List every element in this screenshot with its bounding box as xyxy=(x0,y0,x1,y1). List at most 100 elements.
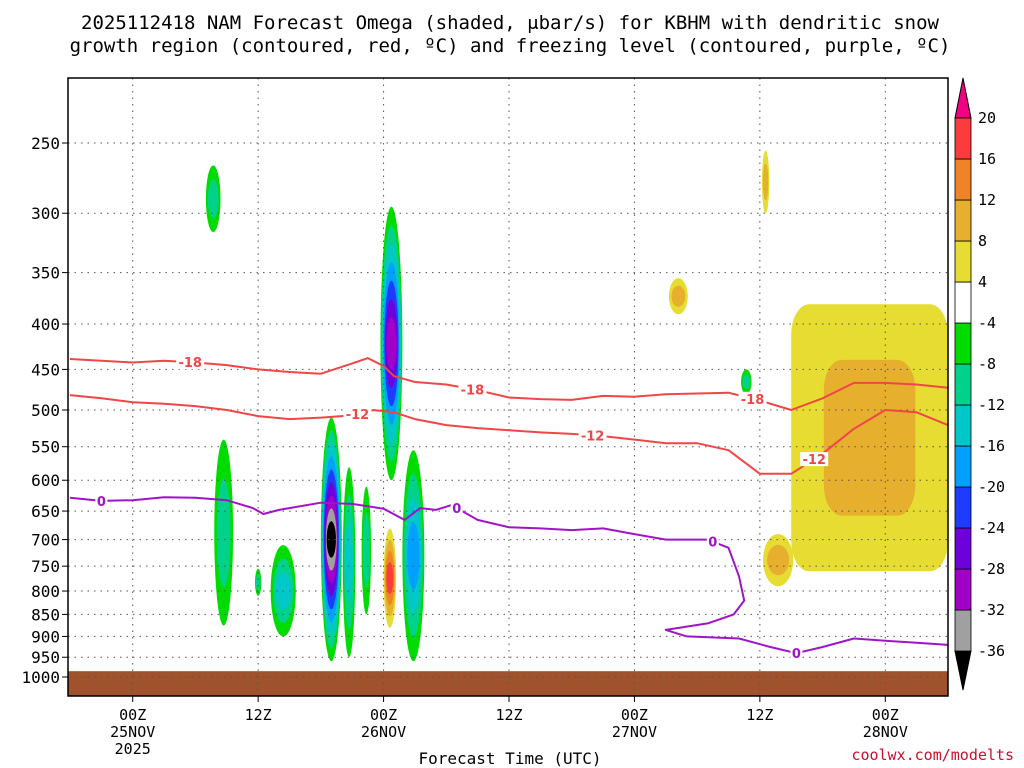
x-tick-date: 25NOV xyxy=(110,723,155,741)
contour-label-bg xyxy=(800,452,829,467)
contour-label: 0 xyxy=(97,495,106,510)
omega-fill xyxy=(407,522,420,590)
colorbar-tick-label: -16 xyxy=(978,437,1005,455)
colorbar-high-arrow xyxy=(954,77,972,119)
chart-title-line1: 2025112418 NAM Forecast Omega (shaded, μ… xyxy=(81,12,939,34)
omega-fill xyxy=(386,562,394,594)
omega-region xyxy=(320,417,342,662)
colorbar-tick-label: 16 xyxy=(978,150,996,168)
omega-fill xyxy=(207,179,219,219)
contour--12 xyxy=(69,394,948,475)
credit-text: coolwx.com/modelts xyxy=(851,746,1014,764)
colorbar-tick-label: -36 xyxy=(978,642,1005,660)
chart-title-line2: growth region (contoured, red, ºC) and f… xyxy=(70,35,951,57)
colorbar: -36 -32 -28 -24 -20 -16 -12 -8 -4 4 8 12 16 20 xyxy=(954,77,1005,691)
omega-fill xyxy=(823,359,916,516)
colorbar-bin xyxy=(954,363,972,406)
colorbar-tick-label: -12 xyxy=(978,396,1005,414)
omega-region xyxy=(342,467,356,658)
omega-region xyxy=(255,568,262,596)
omega-region xyxy=(380,206,403,481)
x-tick-date: 27NOV xyxy=(612,723,657,741)
x-tick-label: 00Z xyxy=(370,706,397,724)
contour-label-bg xyxy=(578,428,607,443)
colorbar-tick-label: -8 xyxy=(978,355,996,373)
y-tick-label: 500 xyxy=(31,401,60,420)
contour-label-bg xyxy=(738,391,767,406)
omega-region xyxy=(205,165,221,233)
contour-label: -18 xyxy=(741,393,765,408)
omega-fill xyxy=(762,163,769,201)
contour-label: -18 xyxy=(178,356,202,371)
contour-label-bg xyxy=(458,382,487,397)
contour-label-bg xyxy=(95,493,108,508)
x-axis-label: Forecast Time (UTC) xyxy=(418,749,601,768)
omega-fill xyxy=(671,285,686,307)
y-tick-label: 900 xyxy=(31,627,60,646)
omega-region xyxy=(214,439,234,626)
x-tick-label: 00Z xyxy=(872,706,899,724)
x-tick-label: 12Z xyxy=(495,706,522,724)
colorbar-bin xyxy=(954,322,972,365)
contour-label: -18 xyxy=(461,383,485,398)
colorbar-tick-label: 20 xyxy=(978,109,996,127)
colorbar-tick-label: -32 xyxy=(978,601,1005,619)
y-axis: 250 300 350 400 450 500 550 600 650 700 750 800 850 9… xyxy=(21,134,68,687)
contour-label-bg xyxy=(706,534,719,549)
colorbar-bin xyxy=(954,609,972,652)
omega-fill xyxy=(255,574,261,591)
y-tick-label: 850 xyxy=(31,605,60,624)
colorbar-tick-label: -4 xyxy=(978,314,996,332)
y-tick-label: 400 xyxy=(31,315,60,334)
omega-fill xyxy=(767,544,790,576)
x-tick-year: 2025 xyxy=(115,740,151,758)
y-tick-label: 650 xyxy=(31,502,60,521)
y-tick-label: 950 xyxy=(31,648,60,667)
y-tick-label: 800 xyxy=(31,582,60,601)
contour-label: 0 xyxy=(792,647,801,662)
colorbar-tick-label: -20 xyxy=(978,478,1005,496)
contour-label: -12 xyxy=(802,453,826,468)
x-tick-label: 00Z xyxy=(119,706,146,724)
y-tick-label: 300 xyxy=(31,204,60,223)
omega-region xyxy=(402,450,425,662)
x-tick-label: 00Z xyxy=(621,706,648,724)
colorbar-bin xyxy=(954,568,972,611)
omega-fill xyxy=(216,478,231,587)
contour-label: 0 xyxy=(452,502,461,517)
colorbar-bin xyxy=(954,281,972,324)
x-tick-date: 28NOV xyxy=(863,723,908,741)
y-tick-label: 450 xyxy=(31,360,60,379)
plot-area: -18 -18 -18 -12 -12 -12 0 0 0 0 xyxy=(67,77,949,697)
contour-label-bg xyxy=(790,646,803,661)
x-tick-label: 12Z xyxy=(245,706,272,724)
omega-region xyxy=(361,486,372,615)
omega-fill xyxy=(326,521,336,558)
gridlines xyxy=(68,78,948,696)
omega-region xyxy=(383,528,397,628)
colorbar-bin xyxy=(954,240,972,283)
colorbar-bin xyxy=(954,445,972,488)
ground-rect xyxy=(68,671,948,696)
contour-0 xyxy=(69,496,948,655)
y-tick-label: 550 xyxy=(31,438,60,457)
colorbar-bin xyxy=(954,404,972,447)
colorbar-tick-label: -24 xyxy=(978,519,1005,537)
colorbar-bin xyxy=(954,158,972,201)
contour-label-bg xyxy=(176,355,205,370)
x-tick-date: 26NOV xyxy=(361,723,406,741)
contour-label-bg xyxy=(450,501,463,516)
omega-fill xyxy=(742,374,751,390)
omega-region xyxy=(791,304,948,572)
omega-shading xyxy=(205,150,948,662)
omega-fill xyxy=(386,317,397,370)
colorbar-bin xyxy=(954,117,972,160)
colorbar-tick-label: 12 xyxy=(978,191,996,209)
y-tick-label: 750 xyxy=(31,557,60,576)
omega-region xyxy=(741,369,752,395)
omega-region xyxy=(761,150,770,214)
y-tick-label: 700 xyxy=(31,531,60,550)
contour-label-bg xyxy=(343,407,372,422)
